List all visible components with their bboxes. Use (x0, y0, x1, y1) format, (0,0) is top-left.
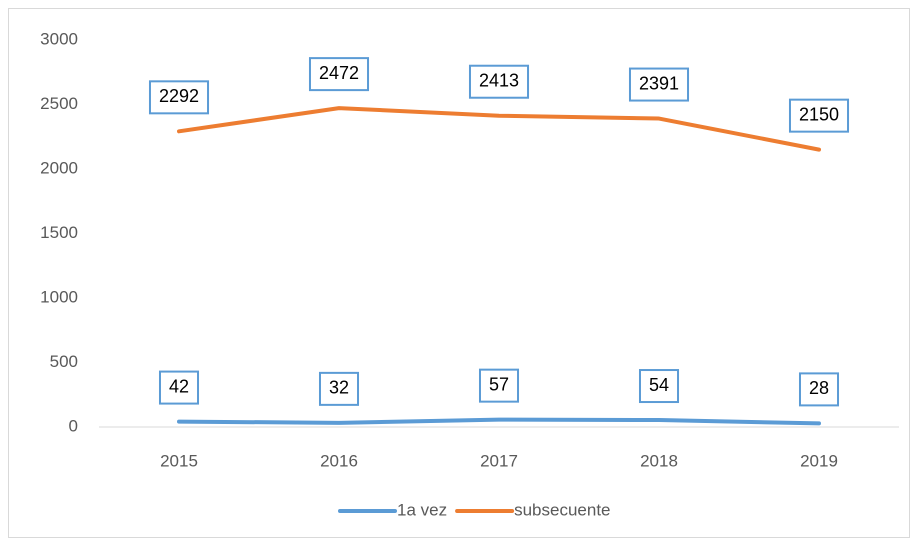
data-label-box (468, 64, 530, 99)
data-label-box (478, 368, 520, 403)
x-tick-label: 2018 (640, 451, 678, 470)
y-tick-label: 2500 (40, 94, 78, 113)
x-tick-label: 2016 (320, 451, 358, 470)
legend-label: subsecuente (514, 500, 610, 519)
data-label: 42 (169, 376, 189, 396)
data-label-box (798, 372, 840, 407)
chart-frame (8, 8, 910, 538)
y-tick-label: 1000 (40, 287, 78, 306)
data-label: 28 (809, 378, 829, 398)
data-label: 2472 (319, 63, 359, 83)
x-tick-label: 2017 (480, 451, 518, 470)
x-tick-label: 2015 (160, 451, 198, 470)
data-label-box (788, 98, 850, 133)
series-line (177, 417, 821, 426)
y-tick-label: 1500 (40, 223, 78, 242)
data-label-box (158, 370, 200, 405)
data-label: 54 (649, 375, 669, 395)
data-label-box (148, 80, 210, 115)
data-label-box (308, 57, 370, 92)
data-label: 2150 (799, 104, 839, 124)
data-label-box (318, 371, 360, 406)
data-label-box (628, 67, 690, 102)
data-label: 32 (329, 378, 349, 398)
series-line (177, 106, 821, 152)
x-tick-label: 2019 (800, 451, 838, 470)
legend-label: 1a vez (397, 500, 447, 519)
data-label: 2413 (479, 70, 519, 90)
data-label: 57 (489, 374, 509, 394)
y-tick-label: 2000 (40, 158, 78, 177)
y-tick-label: 3000 (40, 29, 78, 48)
data-label-box (638, 369, 680, 404)
y-tick-label: 500 (50, 352, 78, 371)
y-tick-label: 0 (69, 416, 78, 435)
data-label: 2292 (159, 86, 199, 106)
data-label: 2391 (639, 73, 679, 93)
